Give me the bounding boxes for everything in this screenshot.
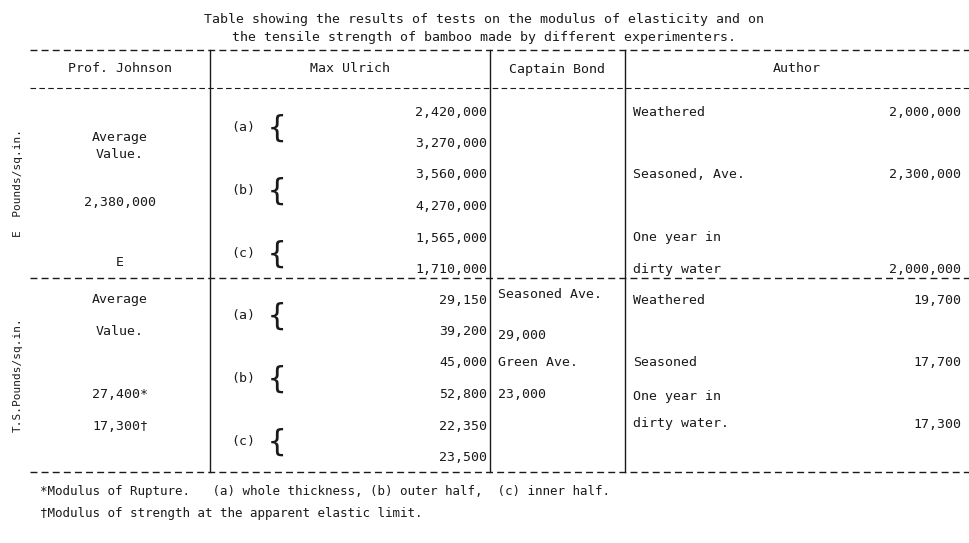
Text: E: E [116,256,124,268]
Text: {: { [268,301,287,330]
Text: {: { [268,427,287,456]
Text: 17,300†: 17,300† [92,420,148,433]
Text: 29,000: 29,000 [498,329,546,342]
Text: 23,000: 23,000 [498,388,546,401]
Text: the tensile strength of bamboo made by different experimenters.: the tensile strength of bamboo made by d… [233,30,736,43]
Text: Value.: Value. [96,148,144,161]
Text: 3,560,000: 3,560,000 [415,168,487,181]
Text: One year in: One year in [633,390,721,403]
Text: 19,700: 19,700 [913,294,961,306]
Text: {: { [268,364,287,393]
Text: 4,270,000: 4,270,000 [415,200,487,213]
Text: (c): (c) [231,435,255,449]
Text: Weathered: Weathered [633,294,705,306]
Text: Seasoned: Seasoned [633,357,697,369]
Text: 17,700: 17,700 [913,357,961,369]
Text: 22,350: 22,350 [439,420,487,433]
Text: {: { [268,113,287,142]
Text: E  Pounds/sq.in.: E Pounds/sq.in. [13,129,23,237]
Text: †Modulus of strength at the apparent elastic limit.: †Modulus of strength at the apparent ela… [40,508,422,521]
Text: dirty water.: dirty water. [633,418,729,431]
Text: (b): (b) [231,184,255,197]
Text: Captain Bond: Captain Bond [510,62,606,75]
Text: 2,000,000: 2,000,000 [889,263,961,276]
Text: Seasoned, Ave.: Seasoned, Ave. [633,168,745,181]
Text: Weathered: Weathered [633,105,705,118]
Text: Average: Average [92,294,148,306]
Text: 27,400*: 27,400* [92,388,148,401]
Text: Author: Author [773,62,821,75]
Text: Seasoned Ave.: Seasoned Ave. [498,287,602,300]
Text: Green Ave.: Green Ave. [498,357,578,369]
Text: {: { [268,239,287,268]
Text: 1,710,000: 1,710,000 [415,263,487,276]
Text: (c): (c) [231,247,255,260]
Text: One year in: One year in [633,231,721,244]
Text: 23,500: 23,500 [439,451,487,464]
Text: 2,380,000: 2,380,000 [84,195,156,209]
Text: 2,420,000: 2,420,000 [415,105,487,118]
Text: (a): (a) [231,121,255,134]
Text: 2,300,000: 2,300,000 [889,168,961,181]
Text: 2,000,000: 2,000,000 [889,105,961,118]
Text: Average: Average [92,131,148,144]
Text: Prof. Johnson: Prof. Johnson [68,62,172,75]
Text: Max Ulrich: Max Ulrich [310,62,390,75]
Text: 1,565,000: 1,565,000 [415,231,487,244]
Text: 45,000: 45,000 [439,357,487,369]
Text: {: { [268,176,287,205]
Text: dirty water: dirty water [633,263,721,276]
Text: (b): (b) [231,372,255,385]
Text: 29,150: 29,150 [439,294,487,306]
Text: 3,270,000: 3,270,000 [415,137,487,150]
Text: 52,800: 52,800 [439,388,487,401]
Text: Table showing the results of tests on the modulus of elasticity and on: Table showing the results of tests on th… [204,14,765,27]
Text: *Modulus of Rupture.   (a) whole thickness, (b) outer half,  (c) inner half.: *Modulus of Rupture. (a) whole thickness… [40,485,610,498]
Text: Value.: Value. [96,325,144,338]
Text: (a): (a) [231,310,255,322]
Text: 39,200: 39,200 [439,325,487,338]
Text: 17,300: 17,300 [913,418,961,431]
Text: T.S.Pounds/sq.in.: T.S.Pounds/sq.in. [13,318,23,432]
